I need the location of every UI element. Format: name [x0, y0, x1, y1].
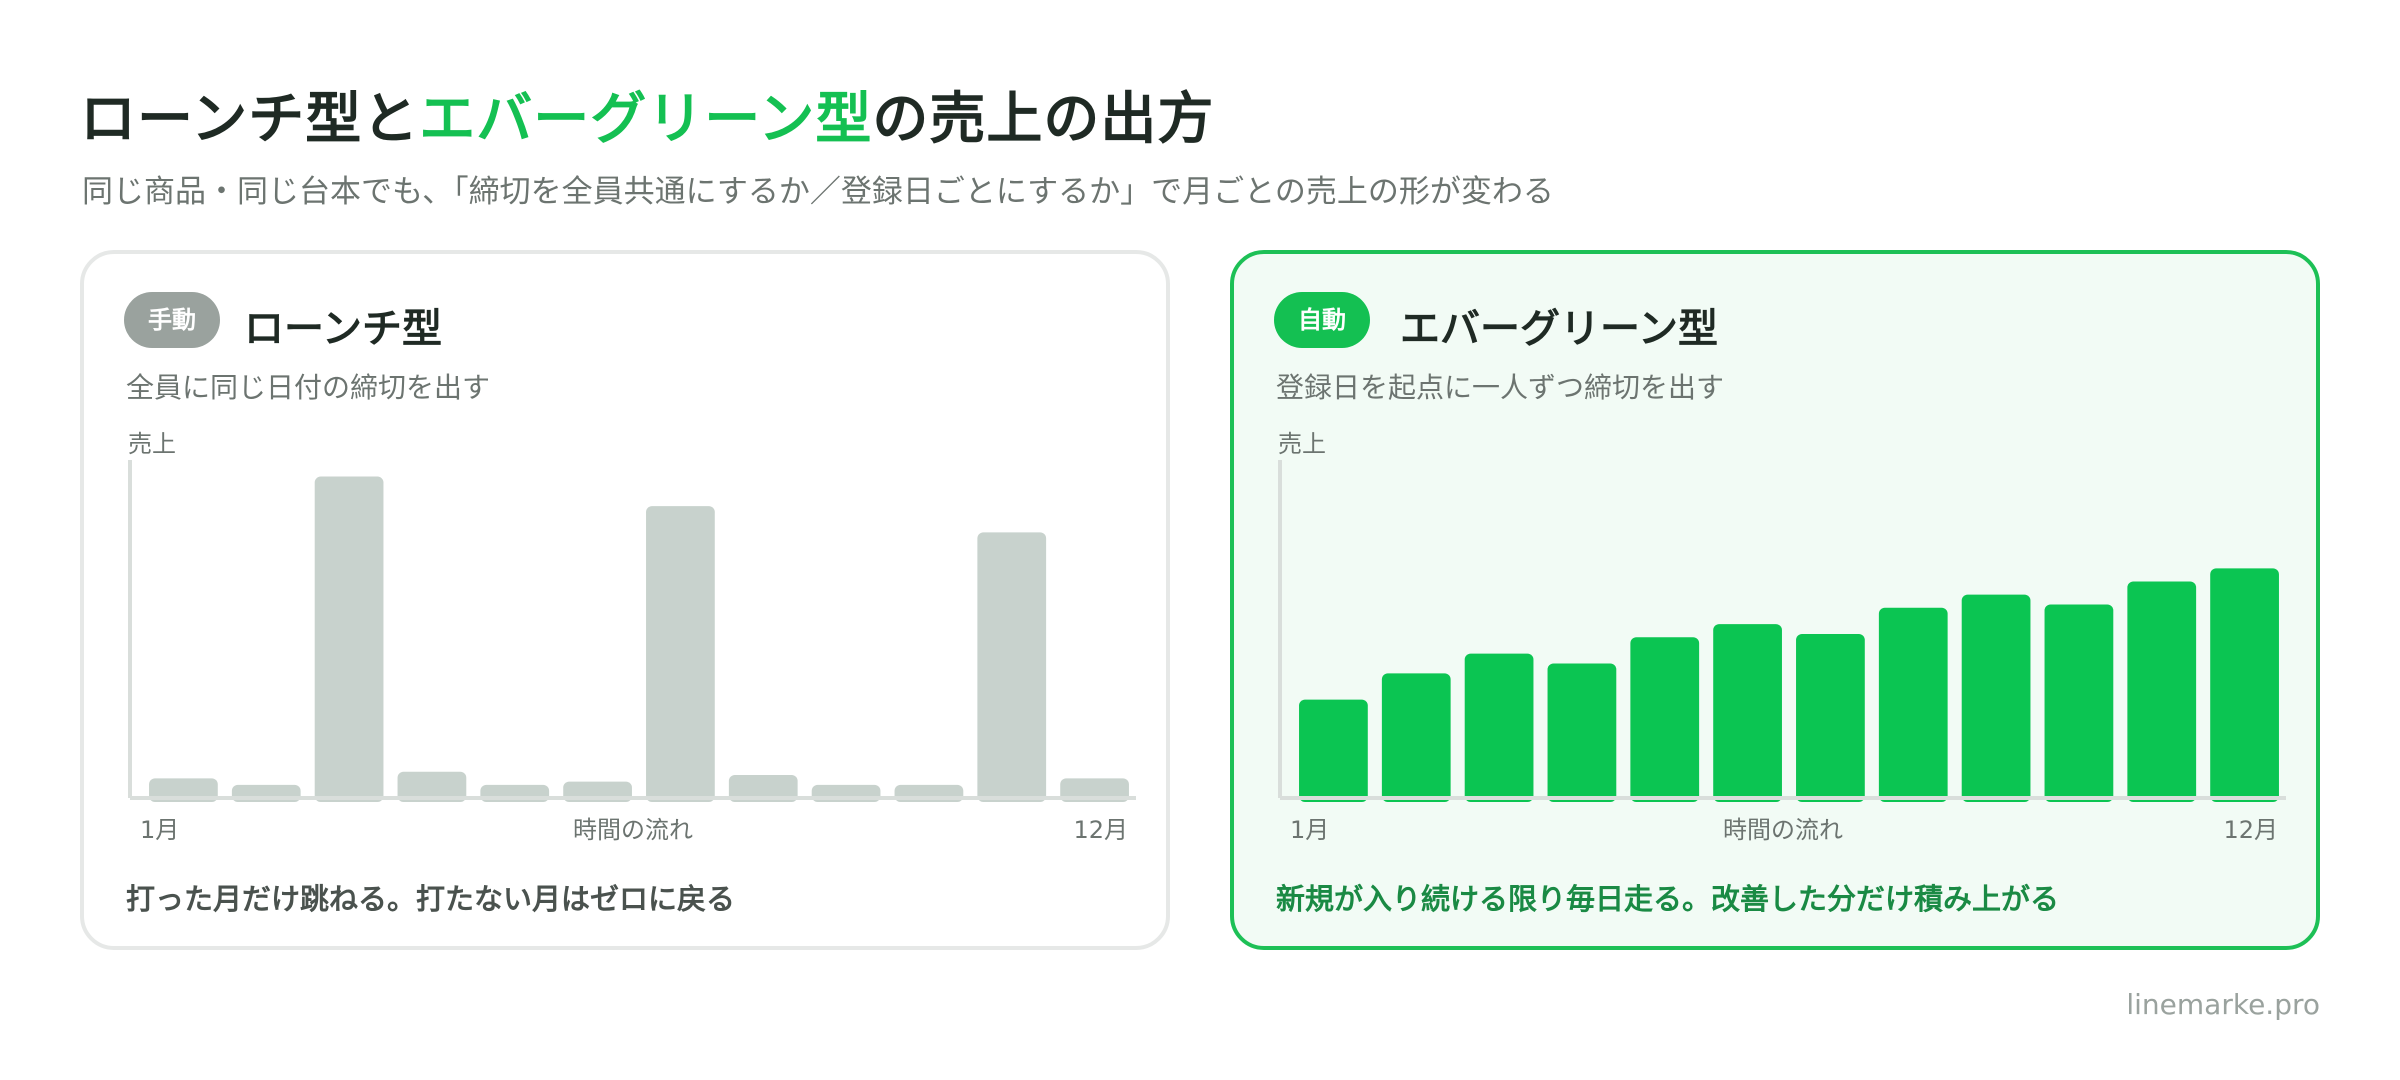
bar-8 — [1878, 607, 1948, 802]
page-subtitle: 同じ商品・同じ台本でも、「締切を全員共通にするか／登録日ごとにするか」で月ごとの… — [82, 174, 1554, 210]
bar-1 — [1299, 699, 1368, 802]
bar-4 — [1547, 663, 1617, 802]
bar-6 — [1713, 624, 1782, 802]
title-accent: エバーグリーン型 — [419, 87, 873, 152]
site-credit: linemarke.pro — [2126, 988, 2320, 1021]
bar-10 — [2044, 604, 2114, 802]
evergreen-bar-chart: 売上 1月 時間の流れ 12月 — [1278, 430, 2286, 844]
y-axis-label: 売上 — [128, 430, 176, 458]
launch-card-footer: 打った月だけ跳ねる。打たない月はゼロに戻る — [126, 882, 736, 916]
x-start-label: 1月 — [140, 816, 179, 844]
evergreen-card-footer: 新規が入り続ける限り毎日走る。改善した分だけ積み上がる — [1276, 882, 2060, 916]
title-part2: の売上の出方 — [872, 87, 1215, 152]
x-end-label: 12月 — [1073, 816, 1128, 844]
evergreen-card: 自動 エバーグリーン型 登録日を起点に一人ずつ締切を出す 売上 1月 時間の流れ 12… — [1230, 250, 2320, 950]
bar-12 — [2210, 568, 2279, 802]
manual-badge: 手動 — [124, 292, 220, 348]
bar-8 — [728, 775, 798, 802]
bar-11 — [2127, 581, 2197, 802]
evergreen-card-description: 登録日を起点に一人ずつ締切を出す — [1276, 371, 1725, 404]
x-start-label: 1月 — [1290, 816, 1329, 844]
bar-9 — [1961, 594, 2031, 802]
evergreen-card-title: エバーグリーン型 — [1400, 306, 1718, 352]
launch-bar-chart: 売上 1月 時間の流れ 12月 — [128, 430, 1136, 844]
bar-5 — [1630, 637, 1700, 802]
bar-2 — [1381, 673, 1451, 802]
x-axis-label: 時間の流れ — [573, 816, 693, 844]
page-title: ローンチ型とエバーグリーン型の売上の出方 — [80, 74, 1214, 155]
x-axis-label: 時間の流れ — [1723, 816, 1843, 844]
launch-card-description: 全員に同じ日付の締切を出す — [126, 371, 491, 404]
bar-11 — [977, 532, 1047, 802]
title-part1: ローンチ型と — [80, 87, 420, 152]
bar-7 — [646, 506, 715, 802]
x-end-label: 12月 — [2223, 816, 2278, 844]
y-axis-label: 売上 — [1278, 430, 1326, 458]
launch-card-title: ローンチ型 — [244, 306, 442, 352]
bar-7 — [1796, 634, 1865, 802]
launch-card: 手動 ローンチ型 全員に同じ日付の締切を出す 売上 1月 時間の流れ 12月 打った月… — [80, 250, 1170, 950]
bar-4 — [397, 771, 467, 802]
auto-badge: 自動 — [1274, 292, 1370, 348]
bar-3 — [1464, 653, 1534, 802]
bar-3 — [314, 476, 384, 802]
